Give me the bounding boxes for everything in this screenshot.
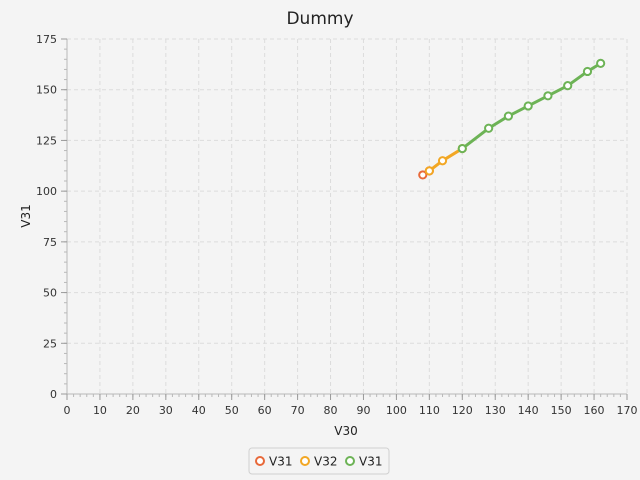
data-point	[563, 81, 573, 91]
y-tick-label: 175	[36, 33, 57, 46]
data-point	[543, 91, 553, 101]
legend-label: V31	[359, 455, 382, 469]
y-tick-label: 125	[36, 134, 57, 147]
x-tick-label: 110	[419, 404, 440, 417]
x-tick-label: 90	[356, 404, 370, 417]
y-tick-label: 100	[36, 185, 57, 198]
legend-marker	[300, 456, 310, 466]
legend-marker	[255, 456, 265, 466]
x-tick-label: 30	[159, 404, 173, 417]
data-point	[503, 111, 514, 121]
legend-label: V32	[314, 455, 337, 469]
legend: V31 V32 V31	[248, 447, 390, 475]
x-tick-label: 80	[324, 404, 338, 417]
data-point	[596, 58, 606, 68]
x-tick-label: 100	[386, 404, 407, 417]
x-tick-label: 50	[225, 404, 239, 417]
y-axis-title: V31	[19, 204, 33, 227]
x-tick-label: 140	[518, 404, 539, 417]
grid	[67, 38, 628, 394]
x-tick-label: 120	[452, 404, 473, 417]
y-tick-label: 0	[50, 388, 57, 401]
x-axis-title: V30	[334, 424, 357, 438]
series-layer	[418, 58, 606, 180]
legend-marker	[345, 456, 355, 466]
y-tick-label: 50	[43, 287, 57, 300]
data-point	[523, 101, 533, 111]
x-tick-label: 170	[617, 404, 638, 417]
y-tick-label: 25	[43, 337, 57, 350]
data-point	[418, 170, 428, 180]
x-tick-label: 130	[485, 404, 506, 417]
data-point	[582, 66, 593, 77]
axes: 0 10 20 30 40 50 60 70 80 90 100 110 120 130 140 150 160…	[36, 33, 638, 417]
data-point	[424, 166, 434, 176]
x-tick-label: 0	[64, 404, 71, 417]
x-tick-label: 150	[551, 404, 572, 417]
y-tick-label: 75	[43, 236, 57, 249]
x-tick-label: 10	[93, 404, 107, 417]
data-point	[484, 123, 494, 133]
y-tick-label: 150	[36, 84, 57, 97]
x-tick-label: 40	[192, 404, 206, 417]
x-tick-label: 60	[258, 404, 272, 417]
legend-box	[248, 447, 390, 475]
x-tick-label: 20	[126, 404, 140, 417]
data-point	[437, 156, 448, 166]
legend-label: V31	[269, 455, 292, 469]
x-tick-label: 160	[584, 404, 605, 417]
data-point	[457, 143, 467, 154]
chart-title: Dummy	[286, 9, 353, 29]
series-3	[457, 58, 606, 154]
x-tick-label: 70	[291, 404, 305, 417]
